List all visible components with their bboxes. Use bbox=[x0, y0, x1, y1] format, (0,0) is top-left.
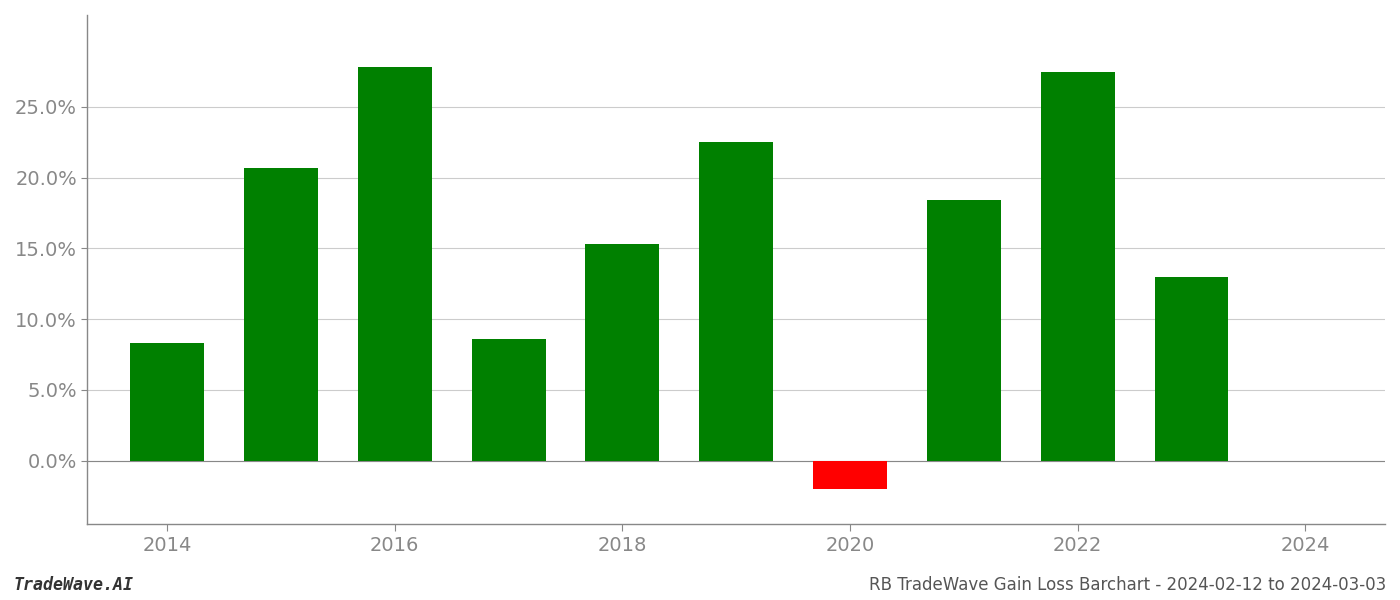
Bar bbox=[358, 67, 431, 461]
Bar bbox=[699, 142, 773, 461]
Bar bbox=[813, 461, 888, 489]
Bar bbox=[585, 244, 659, 461]
Bar bbox=[1040, 71, 1114, 461]
Bar bbox=[472, 339, 546, 461]
Bar bbox=[244, 168, 318, 461]
Text: RB TradeWave Gain Loss Barchart - 2024-02-12 to 2024-03-03: RB TradeWave Gain Loss Barchart - 2024-0… bbox=[869, 576, 1386, 594]
Bar bbox=[1155, 277, 1228, 461]
Bar bbox=[927, 200, 1001, 461]
Bar bbox=[130, 343, 204, 461]
Text: TradeWave.AI: TradeWave.AI bbox=[14, 576, 134, 594]
